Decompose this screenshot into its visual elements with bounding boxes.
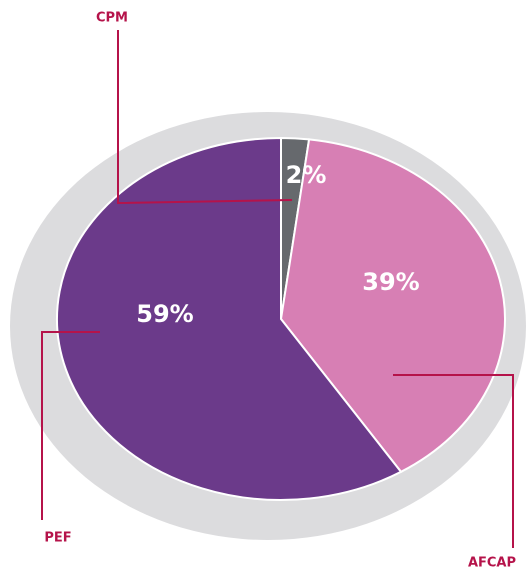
category-label: PEF [44, 531, 71, 546]
pie-slice [56, 136, 403, 501]
leader-line [393, 374, 514, 548]
leader-line [117, 30, 293, 205]
slice-value-label: 59% [136, 300, 193, 328]
leader-line [41, 331, 100, 520]
category-label: CPM [96, 11, 128, 26]
category-label: AFCAP [468, 556, 516, 571]
slice-value-label: 39% [362, 268, 419, 296]
slice-value-label: 2% [286, 161, 327, 189]
